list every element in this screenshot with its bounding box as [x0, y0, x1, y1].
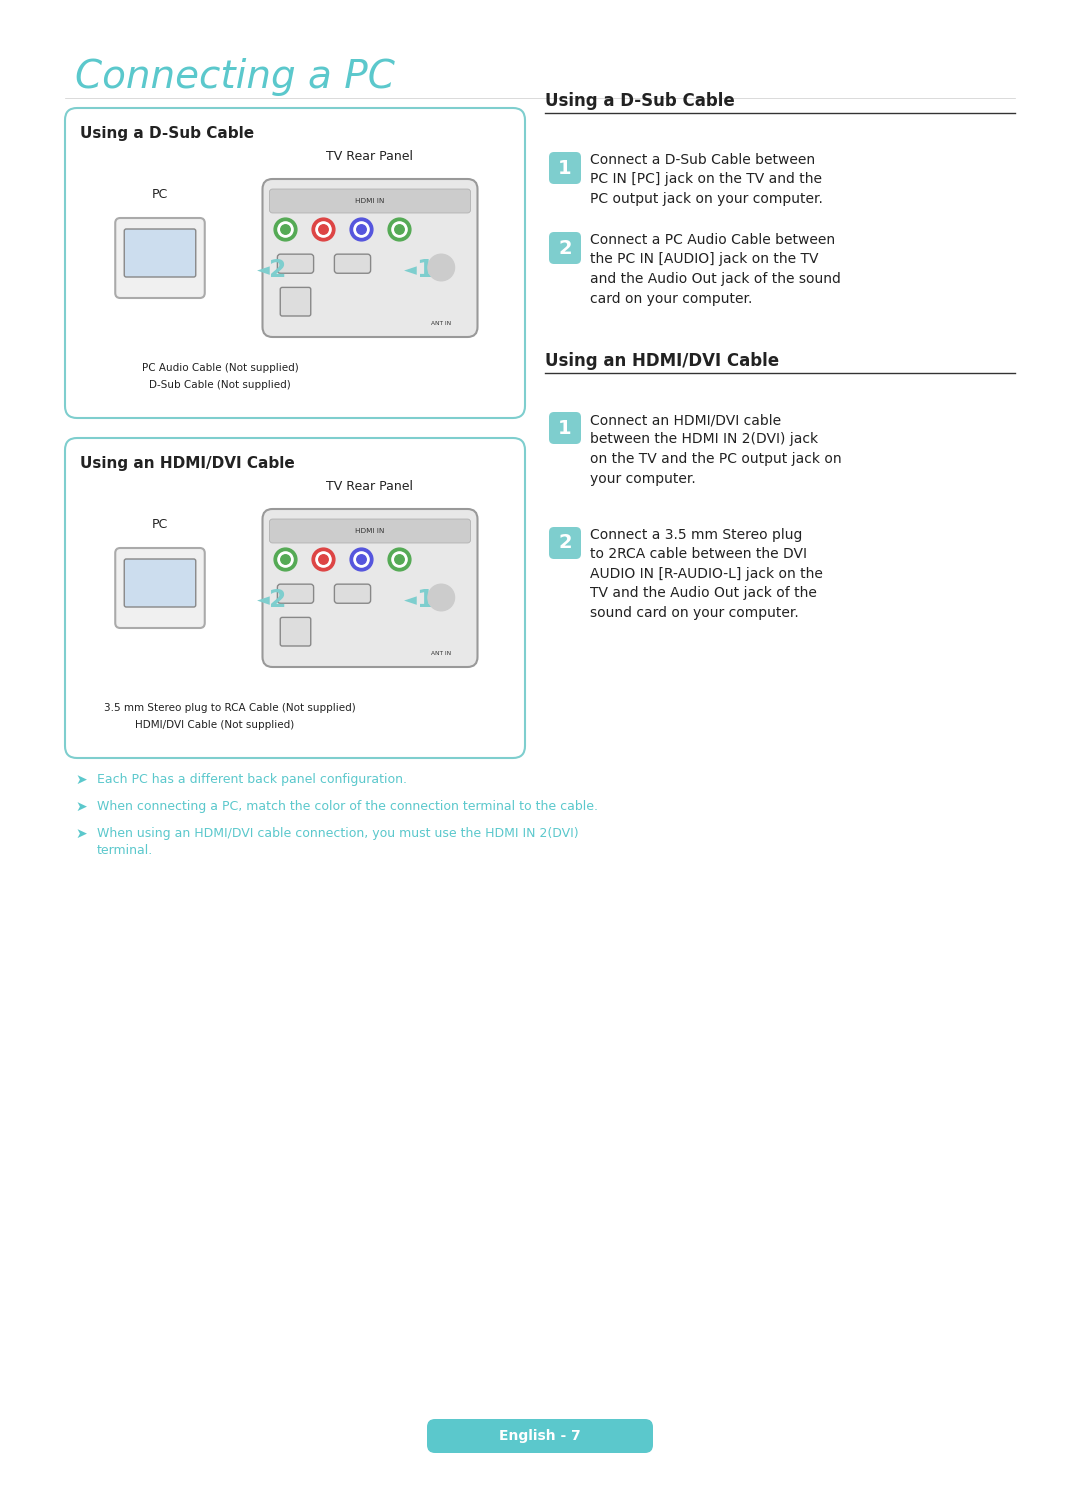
Text: Connect a D-Sub Cable between
PC IN [PC] jack on the TV and the
PC output jack o: Connect a D-Sub Cable between PC IN [PC]… — [590, 153, 823, 205]
Text: English - 7: English - 7 — [499, 1428, 581, 1443]
Text: 1: 1 — [416, 588, 434, 612]
Circle shape — [350, 219, 373, 241]
Circle shape — [281, 555, 291, 564]
Circle shape — [278, 222, 293, 237]
Text: PC: PC — [152, 187, 168, 201]
Text: Using an HDMI/DVI Cable: Using an HDMI/DVI Cable — [545, 353, 779, 371]
FancyBboxPatch shape — [270, 189, 471, 213]
Circle shape — [319, 555, 328, 564]
FancyBboxPatch shape — [549, 412, 581, 443]
FancyBboxPatch shape — [116, 219, 205, 298]
Circle shape — [350, 548, 373, 571]
FancyBboxPatch shape — [116, 548, 205, 628]
Text: 2: 2 — [558, 534, 571, 552]
FancyBboxPatch shape — [335, 254, 370, 274]
Text: ➤: ➤ — [75, 801, 86, 814]
Text: 1: 1 — [558, 159, 571, 177]
Circle shape — [388, 548, 410, 571]
FancyBboxPatch shape — [335, 585, 370, 603]
Text: Connect an HDMI/DVI cable
between the HDMI IN 2(DVI) jack
on the TV and the PC o: Connect an HDMI/DVI cable between the HD… — [590, 414, 841, 485]
FancyBboxPatch shape — [280, 618, 311, 646]
FancyBboxPatch shape — [278, 585, 313, 603]
Circle shape — [315, 222, 332, 237]
Text: ◄: ◄ — [404, 591, 417, 609]
Circle shape — [278, 552, 293, 567]
Text: 3.5 mm Stereo plug to RCA Cable (Not supplied): 3.5 mm Stereo plug to RCA Cable (Not sup… — [104, 702, 356, 713]
Text: Using a D-Sub Cable: Using a D-Sub Cable — [80, 126, 254, 141]
Circle shape — [395, 225, 404, 234]
Text: When using an HDMI/DVI cable connection, you must use the HDMI IN 2(DVI)
termina: When using an HDMI/DVI cable connection,… — [97, 827, 579, 857]
FancyBboxPatch shape — [549, 527, 581, 559]
Circle shape — [392, 222, 407, 237]
Circle shape — [354, 552, 369, 567]
Circle shape — [274, 219, 297, 241]
FancyBboxPatch shape — [549, 152, 581, 185]
Text: 1: 1 — [416, 257, 434, 283]
Text: ANT IN: ANT IN — [431, 321, 451, 326]
Circle shape — [395, 555, 404, 564]
Text: 1: 1 — [558, 418, 571, 437]
FancyBboxPatch shape — [278, 254, 313, 274]
Text: ➤: ➤ — [75, 827, 86, 841]
Circle shape — [315, 552, 332, 567]
Text: Connect a 3.5 mm Stereo plug
to 2RCA cable between the DVI
AUDIO IN [R-AUDIO-L] : Connect a 3.5 mm Stereo plug to 2RCA cab… — [590, 528, 823, 620]
Circle shape — [392, 552, 407, 567]
Circle shape — [356, 225, 366, 234]
Circle shape — [388, 219, 410, 241]
Circle shape — [356, 555, 366, 564]
Circle shape — [312, 548, 335, 571]
FancyBboxPatch shape — [427, 1420, 653, 1452]
Circle shape — [354, 222, 369, 237]
Text: Using a D-Sub Cable: Using a D-Sub Cable — [545, 92, 734, 110]
FancyBboxPatch shape — [549, 232, 581, 263]
Text: 2: 2 — [558, 238, 571, 257]
Text: ◄: ◄ — [404, 260, 417, 278]
FancyBboxPatch shape — [280, 287, 311, 315]
Text: Each PC has a different back panel configuration.: Each PC has a different back panel confi… — [97, 772, 407, 786]
Text: PC: PC — [152, 518, 168, 531]
Text: ◄: ◄ — [257, 591, 269, 609]
Text: TV Rear Panel: TV Rear Panel — [326, 481, 414, 493]
Circle shape — [428, 254, 455, 281]
FancyBboxPatch shape — [262, 179, 477, 336]
Text: HDMI/DVI Cable (Not supplied): HDMI/DVI Cable (Not supplied) — [135, 720, 295, 731]
FancyBboxPatch shape — [262, 509, 477, 667]
FancyBboxPatch shape — [124, 559, 195, 607]
Text: PC Audio Cable (Not supplied): PC Audio Cable (Not supplied) — [141, 363, 298, 373]
Circle shape — [312, 219, 335, 241]
Text: D-Sub Cable (Not supplied): D-Sub Cable (Not supplied) — [149, 379, 291, 390]
Text: When connecting a PC, match the color of the connection terminal to the cable.: When connecting a PC, match the color of… — [97, 801, 598, 812]
Text: Using an HDMI/DVI Cable: Using an HDMI/DVI Cable — [80, 455, 295, 472]
Text: ANT IN: ANT IN — [431, 652, 451, 656]
Text: HDMI IN: HDMI IN — [355, 198, 384, 204]
Text: Connecting a PC: Connecting a PC — [75, 58, 395, 97]
Circle shape — [428, 585, 455, 610]
Text: 2: 2 — [269, 588, 286, 612]
Text: TV Rear Panel: TV Rear Panel — [326, 150, 414, 164]
FancyBboxPatch shape — [270, 519, 471, 543]
Circle shape — [319, 225, 328, 234]
Text: ◄: ◄ — [257, 260, 269, 278]
Text: ➤: ➤ — [75, 772, 86, 787]
Text: Connect a PC Audio Cable between
the PC IN [AUDIO] jack on the TV
and the Audio : Connect a PC Audio Cable between the PC … — [590, 234, 841, 305]
Circle shape — [274, 548, 297, 571]
Text: 2: 2 — [269, 257, 286, 283]
Circle shape — [281, 225, 291, 234]
Text: HDMI IN: HDMI IN — [355, 528, 384, 534]
FancyBboxPatch shape — [124, 229, 195, 277]
